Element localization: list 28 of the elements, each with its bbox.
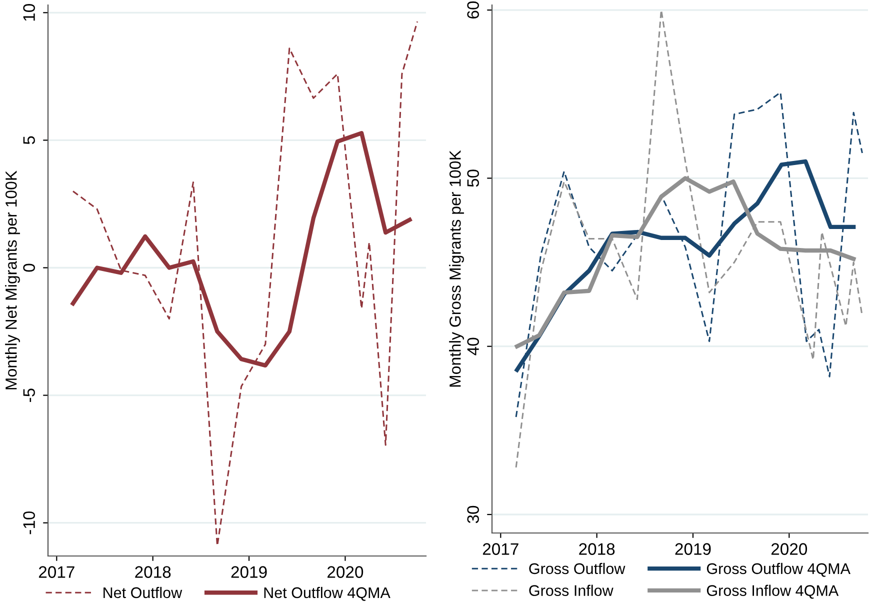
line-series [515,9,863,468]
x-tick-label: 2017 [38,566,74,578]
x-tick-label: 2019 [231,566,267,578]
legend-label: Gross Inflow 4QMA [706,584,839,599]
legend-label: Gross Outflow 4QMA [706,562,850,577]
y-tick-label: 5 [23,136,35,144]
x-tick-label: 2018 [135,566,171,578]
y-tick-label: 10 [23,4,35,21]
y-tick-label: -5 [23,388,35,402]
x-tick-label: 2017 [482,543,518,555]
x-tick-label: 2018 [579,543,615,555]
legend-label: Net Outflow [104,586,182,598]
y-axis-title: Monthly Gross Migrants per 100K [449,150,464,387]
y-tick-label: 60 [467,1,479,18]
legend-label: Gross Outflow [529,562,626,574]
line-series [72,20,418,547]
y-axis-title: Monthly Net Migrants per 100K [5,170,20,390]
y-tick-label: -10 [23,511,35,534]
x-tick-label: 2020 [328,566,364,578]
y-tick-label: 30 [467,506,479,524]
y-tick-label: 40 [467,338,479,356]
line-series [515,92,863,418]
legend-label: Gross Inflow [529,584,614,596]
x-tick-label: 2019 [675,543,711,555]
legend-label: Net Outflow 4QMA [264,586,390,601]
y-tick-label: 50 [467,170,479,187]
y-tick-label: 0 [23,264,35,272]
x-tick-label: 2020 [771,543,808,555]
